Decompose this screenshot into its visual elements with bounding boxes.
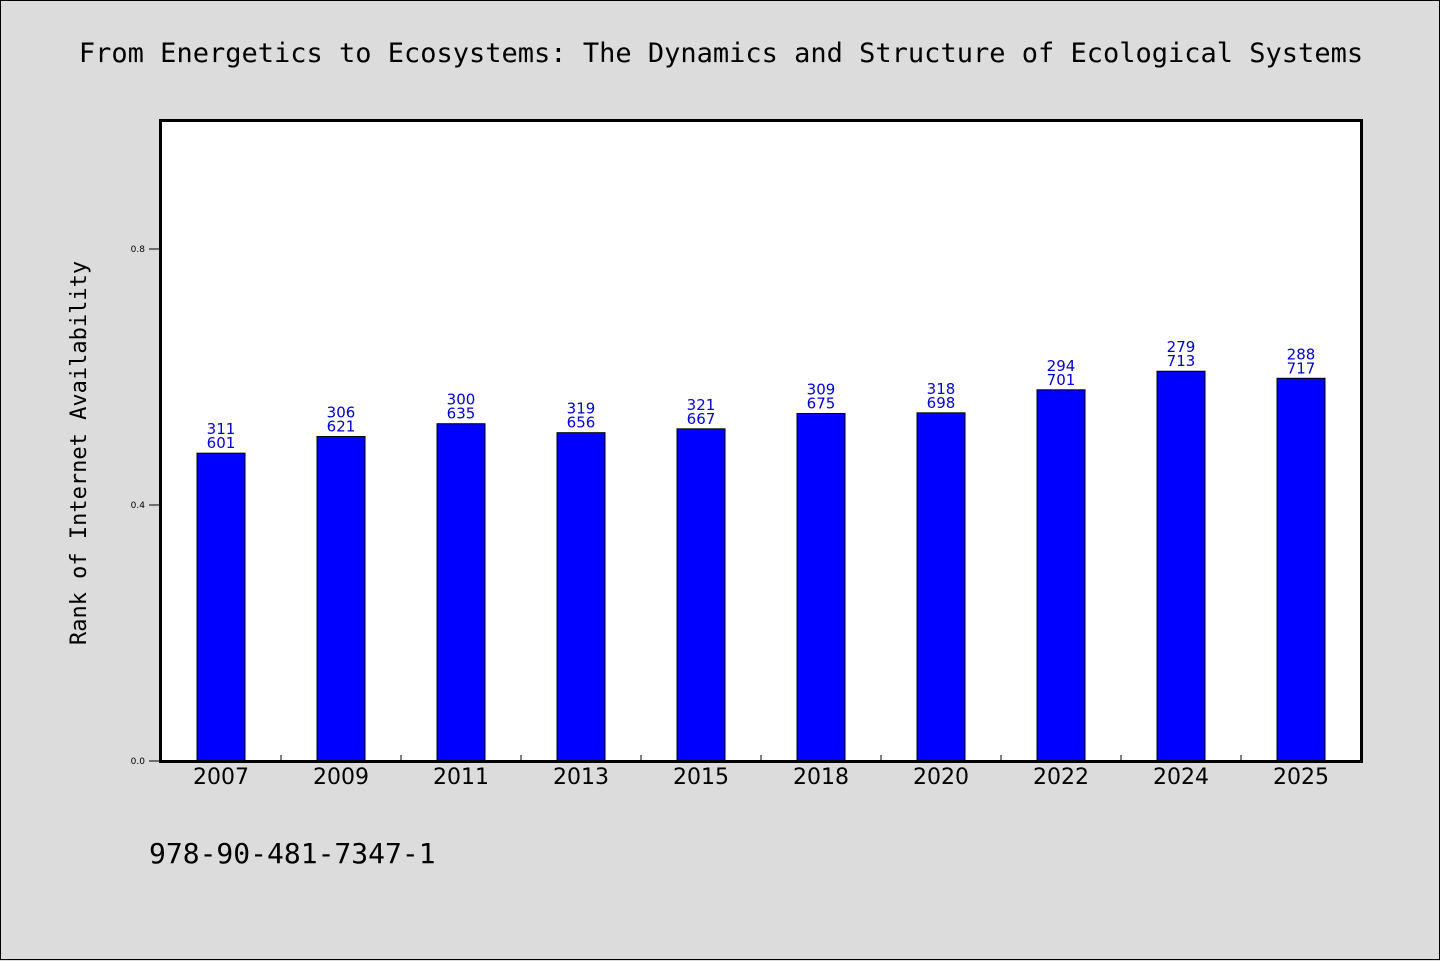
bar-label-bottom: 675 xyxy=(807,394,836,412)
bar xyxy=(916,412,966,762)
bar xyxy=(1276,377,1326,762)
bar-label-bottom: 717 xyxy=(1287,359,1316,377)
x-tick-label: 2018 xyxy=(793,765,849,790)
bar-label-top: 288 xyxy=(1287,345,1316,363)
bar-label-top: 318 xyxy=(927,380,956,398)
bar-label-top: 321 xyxy=(687,396,716,414)
bar-label-bottom: 635 xyxy=(447,405,476,423)
bar xyxy=(556,432,606,762)
bar xyxy=(796,412,846,762)
bar-label-bottom: 667 xyxy=(687,410,716,428)
x-tick-label: 2013 xyxy=(553,765,609,790)
plot-border xyxy=(159,119,1363,763)
bar-label-top: 309 xyxy=(807,380,836,398)
bar xyxy=(316,436,366,762)
bar-label-top: 319 xyxy=(567,400,596,418)
y-axis-label: Rank of Internet Availability xyxy=(67,261,92,645)
bars xyxy=(196,370,1326,762)
bar-label-bottom: 601 xyxy=(207,434,236,452)
bar xyxy=(436,423,486,762)
bar-label-bottom: 621 xyxy=(327,418,356,436)
x-tick-label: 2022 xyxy=(1033,765,1089,790)
y-tick-label: 0.4 xyxy=(131,501,146,511)
y-tick-label: 0.0 xyxy=(131,757,146,767)
bar-label-bottom: 656 xyxy=(567,414,596,432)
x-tick-label: 2024 xyxy=(1153,765,1209,790)
x-tick-label: 2015 xyxy=(673,765,729,790)
chart-title: From Energetics to Ecosystems: The Dynam… xyxy=(79,38,1363,69)
bar-label-top: 311 xyxy=(207,420,236,438)
footer-isbn: 978-90-481-7347-1 xyxy=(149,837,436,870)
y-tick-label: 0.8 xyxy=(131,245,146,255)
x-tick-label: 2011 xyxy=(433,765,489,790)
bar xyxy=(676,428,726,762)
bar-label-top: 300 xyxy=(447,391,476,409)
bar xyxy=(196,452,246,762)
bar-label-top: 294 xyxy=(1047,357,1076,375)
x-tick-label: 2007 xyxy=(193,765,249,790)
x-tick-label: 2025 xyxy=(1273,765,1329,790)
bar xyxy=(1036,389,1086,762)
bar-label-top: 306 xyxy=(327,404,356,422)
bar-label-bottom: 713 xyxy=(1167,352,1196,370)
bar-label-bottom: 698 xyxy=(927,394,956,412)
bar-label-bottom: 701 xyxy=(1047,371,1076,389)
x-tick-label: 2009 xyxy=(313,765,369,790)
bar-label-top: 279 xyxy=(1167,338,1196,356)
bar xyxy=(1156,370,1206,762)
x-tick-label: 2020 xyxy=(913,765,969,790)
